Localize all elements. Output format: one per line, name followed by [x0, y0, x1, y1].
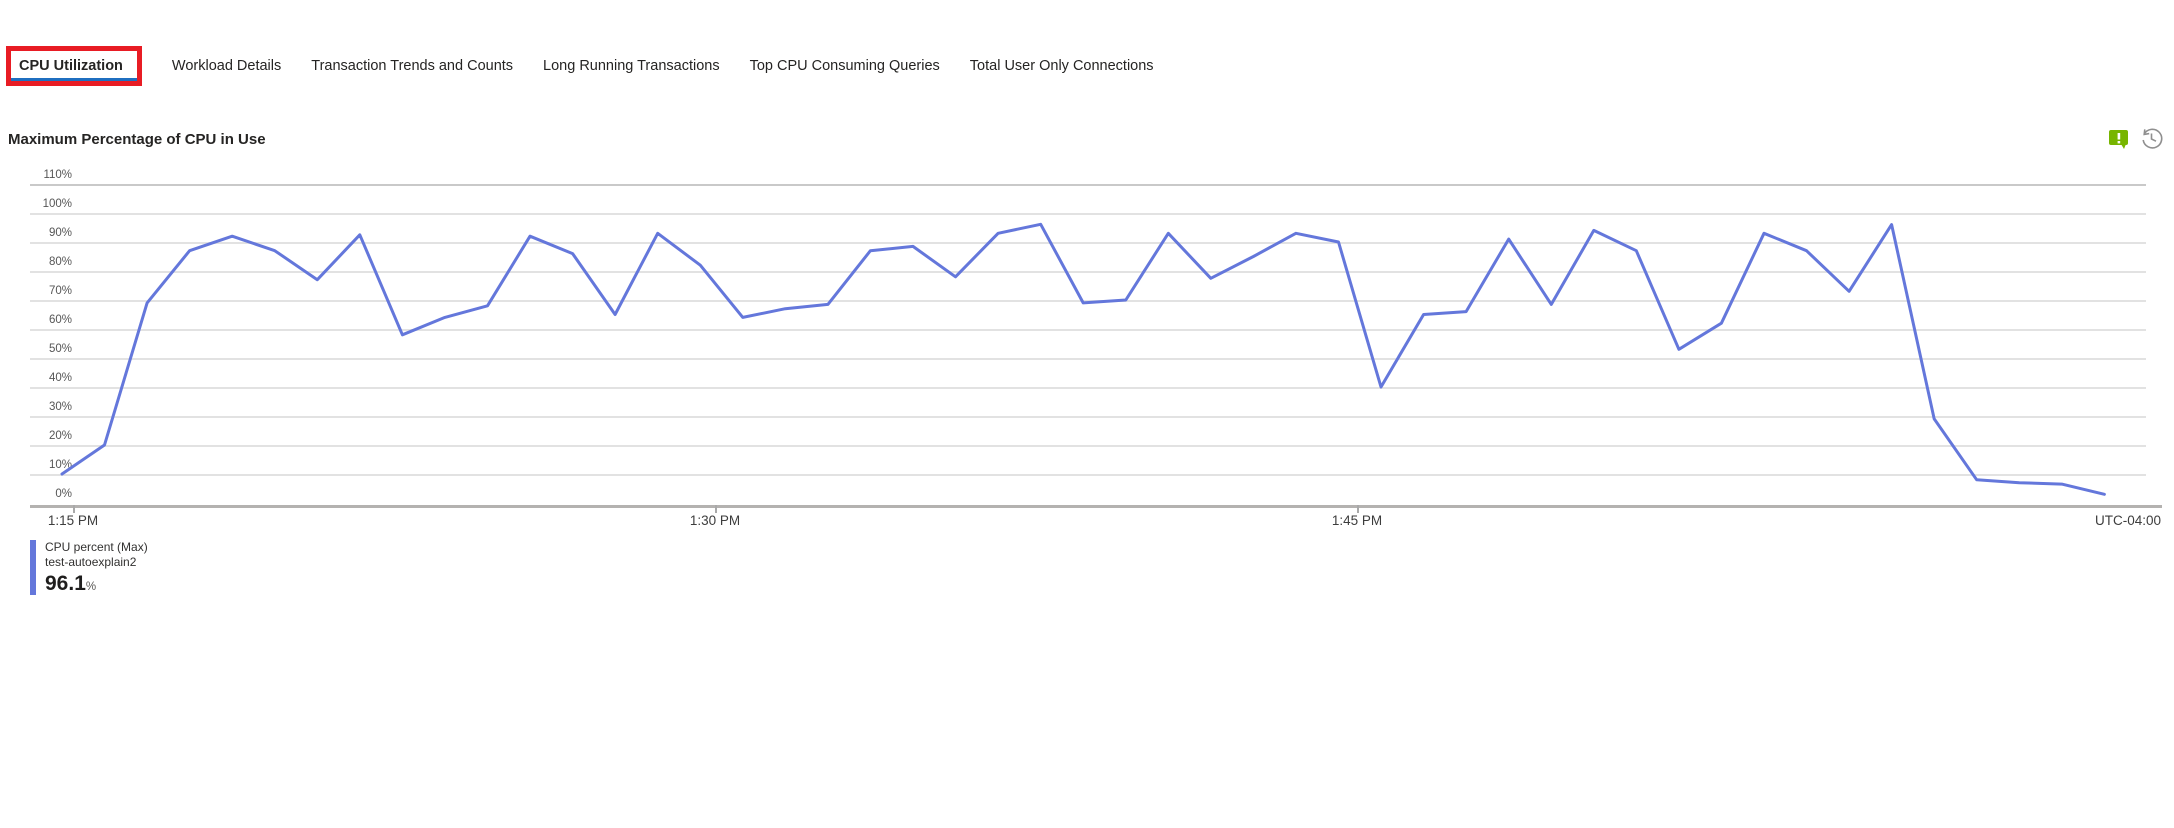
timezone-label: UTC-04:00 [2094, 513, 2161, 528]
gridline [30, 300, 2146, 302]
tab-workload-details[interactable]: Workload Details [171, 58, 282, 74]
gridline [30, 184, 2146, 186]
history-icon[interactable] [2139, 126, 2164, 151]
x-axis-tick [1357, 505, 1359, 513]
chart-title: Maximum Percentage of CPU in Use [8, 131, 266, 148]
tab-total-user-only-connections[interactable]: Total User Only Connections [969, 58, 1154, 74]
x-axis-line [30, 505, 2162, 508]
y-axis-tick-label: 10% [48, 459, 72, 471]
legend-value: 96.1% [45, 571, 148, 600]
y-axis-tick-label: 50% [48, 343, 72, 355]
y-axis-tick-label: 70% [48, 285, 72, 297]
gridline [30, 242, 2146, 244]
legend-resource-name: test-autoexplain2 [45, 555, 137, 569]
annotation-red-box: CPU Utilization [6, 46, 142, 86]
gridline [30, 271, 2146, 273]
gridline [30, 213, 2146, 215]
legend-metric-name: CPU percent (Max) [45, 540, 148, 554]
y-axis-tick-label: 0% [55, 488, 72, 500]
gridline [30, 387, 2146, 389]
tab-top-cpu-consuming-queries[interactable]: Top CPU Consuming Queries [749, 58, 940, 74]
x-axis-tick [715, 505, 717, 513]
legend[interactable]: CPU percent (Max) test-autoexplain2 96.1… [30, 540, 148, 600]
gridline [30, 358, 2146, 360]
y-axis-tick-label: 80% [48, 256, 72, 268]
legend-value-unit: % [85, 581, 97, 593]
gridline [30, 329, 2146, 331]
y-axis-tick-label: 30% [48, 401, 72, 413]
y-axis-tick-label: 20% [48, 430, 72, 442]
legend-color-bar [30, 540, 36, 595]
x-axis-tick [73, 505, 75, 513]
y-axis-tick-label: 60% [48, 314, 72, 326]
tab-bar: CPU Utilization Workload Details Transac… [6, 46, 1154, 86]
gridline [30, 416, 2146, 418]
x-axis-tick-label: 1:45 PM [1331, 513, 1383, 528]
feedback-icon[interactable] [2108, 129, 2130, 150]
tab-long-running-transactions[interactable]: Long Running Transactions [543, 58, 720, 74]
x-axis-tick-label: 1:30 PM [689, 513, 741, 528]
y-axis-tick-label: 90% [48, 227, 72, 239]
legend-value-number: 96.1 [45, 572, 86, 595]
y-axis-tick-label: 110% [43, 169, 72, 181]
tab-transaction-trends-and-counts[interactable]: Transaction Trends and Counts [311, 58, 514, 74]
y-axis-tick-label: 100% [42, 198, 72, 210]
gridline [30, 474, 2146, 476]
x-axis-tick-label: 1:15 PM [47, 513, 99, 528]
gridline [30, 445, 2146, 447]
tab-cpu-utilization[interactable]: CPU Utilization [11, 51, 137, 81]
y-axis-tick-label: 40% [48, 372, 72, 384]
